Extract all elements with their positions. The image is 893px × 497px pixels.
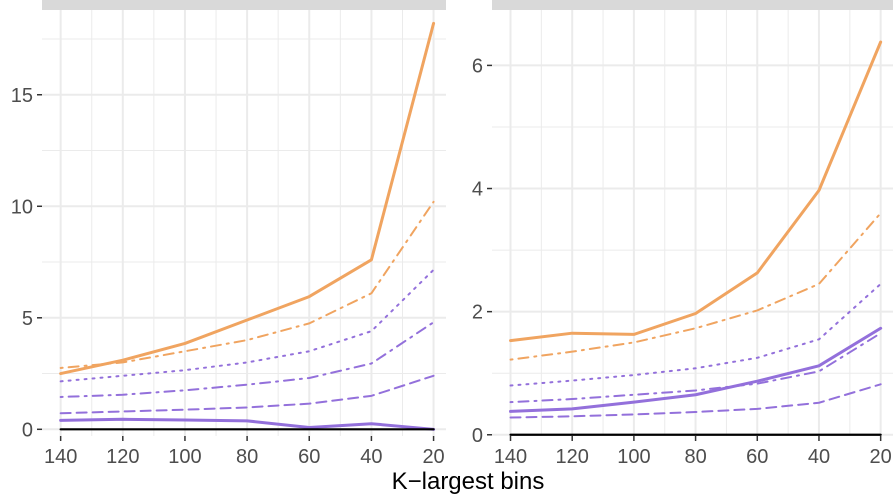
x-tick-label: 100 — [168, 446, 201, 468]
x-tick-label: 20 — [422, 446, 444, 468]
y-tick-label: 15 — [11, 85, 33, 107]
series-line-2 — [59, 200, 435, 369]
y-tick-label: 5 — [22, 308, 33, 330]
y-tick-label: 4 — [472, 179, 483, 201]
x-tick-label: 60 — [298, 446, 320, 468]
panel-strip — [42, 0, 446, 10]
series-line-6 — [59, 417, 436, 431]
x-tick-label: 40 — [360, 446, 382, 468]
y-tick-label: 0 — [22, 419, 33, 441]
series-line-4 — [509, 332, 882, 404]
x-tick-label: 40 — [808, 446, 830, 468]
series-line-5 — [509, 383, 882, 419]
panel-strip — [492, 0, 893, 10]
x-tick-label: 20 — [870, 446, 892, 468]
x-tick-label: 80 — [684, 446, 706, 468]
x-tick-label: 120 — [556, 446, 589, 468]
series-line-2 — [509, 212, 882, 361]
x-tick-label: 120 — [106, 446, 139, 468]
series-line-4 — [59, 321, 435, 398]
y-tick-label: 2 — [472, 302, 483, 324]
x-axis-title: K−largest bins — [392, 468, 545, 495]
series-line-6 — [509, 326, 883, 413]
y-tick-label: 0 — [472, 425, 483, 447]
series-line-5 — [59, 374, 435, 415]
series-line-1 — [59, 21, 436, 376]
y-tick-label: 6 — [472, 55, 483, 77]
panel-right: 0 2 4 6 140 120 100 80 60 40 20 — [472, 0, 893, 468]
x-tick-label: 140 — [44, 446, 77, 468]
panel-left: 0 5 10 15 140 120 100 80 60 40 20 — [11, 0, 446, 468]
x-tick-label: 100 — [617, 446, 650, 468]
x-tick-label: 80 — [236, 446, 258, 468]
y-tick-label: 10 — [11, 196, 33, 218]
x-tick-label: 60 — [746, 446, 768, 468]
series-line-1 — [509, 40, 883, 343]
series-line-3 — [509, 282, 882, 387]
x-tick-label: 140 — [494, 446, 527, 468]
